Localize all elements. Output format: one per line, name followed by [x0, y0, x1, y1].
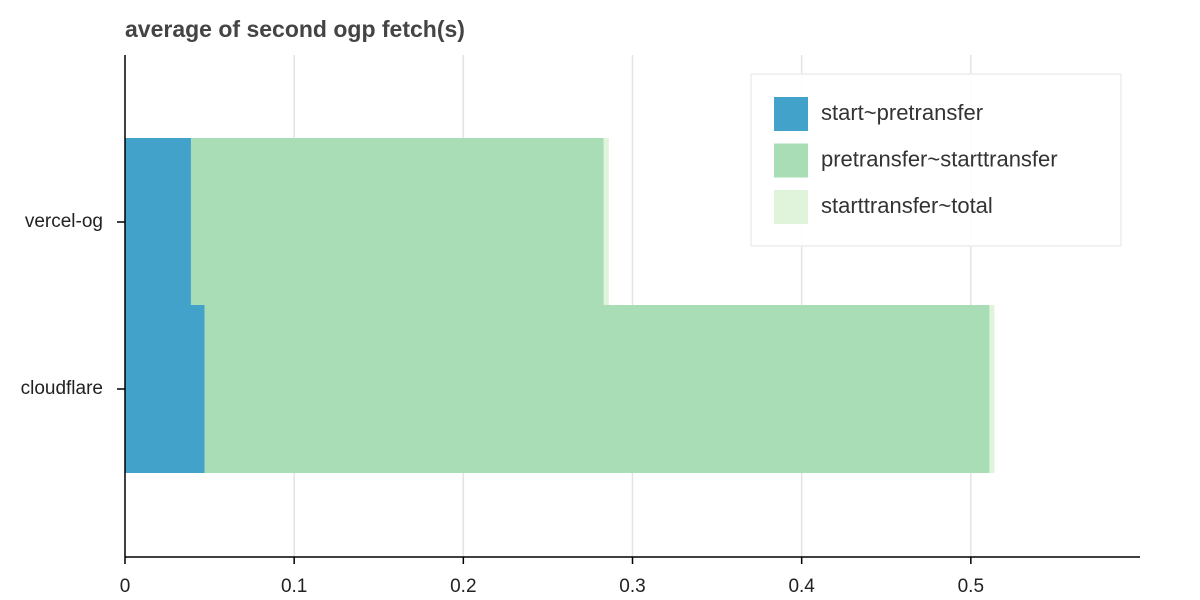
y-tick-label: cloudflare	[21, 378, 103, 399]
legend-swatch	[774, 143, 808, 178]
bar-segment	[989, 305, 995, 473]
bar-segment	[190, 138, 604, 306]
legend-swatch	[774, 97, 808, 131]
x-tick-label: 0	[120, 576, 131, 597]
legend-label: start~pretransfer	[821, 100, 983, 125]
y-tick-label: vercel-og	[25, 211, 103, 232]
legend-label: pretransfer~starttransfer	[821, 146, 1058, 171]
x-tick-label: 0.3	[619, 576, 645, 597]
bars	[125, 138, 995, 473]
chart-title: average of second ogp fetch(s)	[125, 16, 465, 42]
bar-segment	[125, 138, 191, 306]
bar-segment	[125, 305, 205, 473]
legend-label: starttransfer~total	[821, 193, 993, 218]
x-tick-label: 0.1	[281, 576, 307, 597]
x-tick-label: 0.2	[450, 576, 476, 597]
legend: start~pretransfer pretransfer~starttransf…	[750, 73, 1122, 247]
x-tick-label: 0.5	[958, 576, 984, 597]
x-tick-label: 0.4	[788, 576, 815, 597]
legend-box	[750, 73, 1122, 247]
bar-segment	[204, 305, 990, 473]
legend-swatch	[774, 190, 808, 224]
bar-segment	[603, 138, 609, 306]
